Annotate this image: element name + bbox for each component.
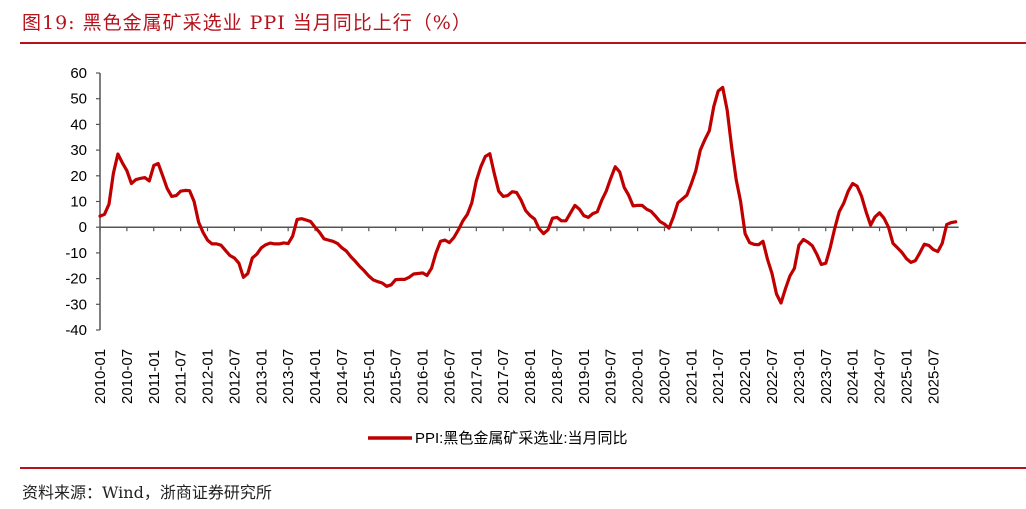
- x-tick-label: 2021-07: [710, 349, 727, 404]
- figure-title: 图19: 黑色金属矿采选业 PPI 当月同比上行（%）: [22, 12, 472, 34]
- y-tick-label: -10: [65, 245, 87, 262]
- x-tick-label: 2017-01: [468, 349, 485, 404]
- x-tick-label: 2025-01: [898, 349, 915, 404]
- y-tick-label: 40: [70, 116, 87, 133]
- x-tick-label: 2016-07: [441, 349, 458, 404]
- x-tick-label: 2025-07: [925, 349, 942, 404]
- x-tick-label: 2015-01: [361, 349, 378, 404]
- y-tick-label: 20: [70, 168, 87, 185]
- x-tick-label: 2022-07: [764, 349, 781, 404]
- x-tick-label: 2010-01: [92, 349, 109, 404]
- x-tick-label: 2014-07: [334, 349, 351, 404]
- title-divider: [20, 42, 1026, 44]
- x-tick-label: 2024-01: [845, 349, 862, 404]
- y-tick-label: -40: [65, 322, 87, 339]
- series-layer: [98, 85, 958, 305]
- y-tick-label: -20: [65, 271, 87, 288]
- x-tick-label: 2018-07: [549, 349, 566, 404]
- y-tick-label: 30: [70, 142, 87, 159]
- x-tick-label: 2019-01: [576, 349, 593, 404]
- y-tick-label: 0: [79, 219, 87, 236]
- x-tick-label: 2015-07: [388, 349, 405, 404]
- x-tick-label: 2023-01: [791, 349, 808, 404]
- y-axis: 60 50 40 30 20 10 0 -10 -20 -30 -40: [65, 65, 101, 339]
- x-tick-label: 2010-07: [119, 349, 136, 404]
- x-axis: 2010-01 2010-07 2011-01 2011-07 2012-01 2012-…: [92, 226, 959, 404]
- x-tick-label: 2014-01: [307, 349, 324, 404]
- y-tick-label: 50: [70, 91, 87, 108]
- source-note: 资料来源：Wind，浙商证券研究所: [22, 483, 272, 502]
- x-tick-label: 2017-07: [495, 349, 512, 404]
- legend-label: PPI:黑色金属矿采选业:当月同比: [415, 430, 628, 447]
- x-tick-label: 2018-01: [522, 349, 539, 404]
- x-tick-label: 2012-01: [200, 349, 217, 404]
- x-tick-label: 2016-01: [415, 349, 432, 404]
- series-line: [98, 85, 958, 305]
- x-tick-label: 2019-07: [603, 349, 620, 404]
- x-tick-label: 2020-01: [630, 349, 647, 404]
- x-tick-label: 2020-07: [656, 349, 673, 404]
- x-tick-label: 2013-07: [280, 349, 297, 404]
- x-tick-label: 2021-01: [683, 349, 700, 404]
- x-tick-label: 2013-01: [253, 349, 270, 404]
- x-tick-label: 2012-07: [226, 349, 243, 404]
- x-tick-label: 2011-01: [146, 350, 163, 404]
- legend: PPI:黑色金属矿采选业:当月同比: [368, 430, 628, 447]
- x-tick-label: 2023-07: [818, 349, 835, 404]
- y-tick-label: 60: [70, 65, 87, 82]
- y-tick-label: -30: [65, 296, 87, 313]
- y-tick-label: 10: [70, 194, 87, 211]
- x-tick-label: 2022-01: [737, 349, 754, 404]
- x-tick-label: 2024-07: [872, 349, 889, 404]
- x-tick-label: 2011-07: [173, 350, 190, 404]
- footer-divider: [20, 467, 1026, 469]
